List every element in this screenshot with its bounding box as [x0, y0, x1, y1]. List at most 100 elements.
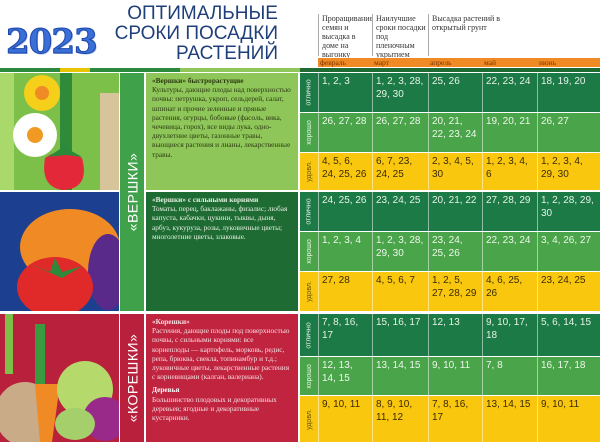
- category-label: «КОРЕШКИ»: [124, 333, 140, 423]
- rating-text: удовл.: [305, 408, 313, 430]
- section-heading: Деревья: [152, 385, 180, 395]
- months-bar: февраль март апрель май июнь: [318, 58, 600, 67]
- rating-label: удовл.: [300, 272, 318, 311]
- title-line: РАСТЕНИЙ: [175, 43, 278, 64]
- date-cell: 15, 16, 17: [372, 314, 428, 356]
- description-strong-root-tops: «Вершки» с сильными корнями Томаты, пере…: [146, 192, 298, 311]
- date-cell: 4, 6, 25, 26: [482, 272, 537, 311]
- date-cell: 1, 2, 3, 4, 29, 30: [537, 153, 600, 190]
- date-cell: 9, 10, 17, 18: [482, 314, 537, 356]
- illustration-root-vegetables: [0, 314, 119, 442]
- date-cell: 26, 27, 28: [372, 113, 428, 152]
- date-cell: 2, 3, 4, 5, 30: [428, 153, 482, 190]
- date-cell: 1, 2, 28, 29, 30: [537, 192, 600, 231]
- section-text: Культуры, дающие плоды над поверхностью …: [152, 85, 291, 159]
- date-cell: 26, 27: [537, 113, 600, 152]
- rating-text: отлично: [305, 79, 313, 106]
- column-group-open-ground: Высадка растений в открытый грунт: [428, 14, 528, 56]
- date-cell: 9, 10, 11: [537, 396, 600, 442]
- month-label: февраль: [320, 58, 347, 67]
- category-band-roots: «КОРЕШКИ»: [120, 314, 144, 442]
- month-label: июнь: [539, 58, 557, 67]
- date-cell: 6, 7, 23, 24, 25: [372, 153, 428, 190]
- rating-text: хорошо: [305, 120, 313, 145]
- date-cell: 12, 13, 14, 15: [318, 357, 372, 395]
- date-cell: 12, 13: [428, 314, 482, 356]
- date-cell: 7, 8: [482, 357, 537, 395]
- table-row-satisfactory: удовл. 4, 5, 6, 24, 25, 26 6, 7, 23, 24, 2…: [300, 153, 600, 190]
- illustration-flowers-strawberry: [0, 73, 119, 190]
- date-cell: 26, 27, 28: [318, 113, 372, 152]
- table-row-good: хорошо 1, 2, 3, 4 1, 2, 3, 28, 29, 30 23, 2…: [300, 232, 600, 271]
- rating-label: отлично: [300, 314, 318, 356]
- rating-text: хорошо: [305, 239, 313, 264]
- date-cell: 23, 24, 25: [537, 272, 600, 311]
- table-row-good: хорошо 12, 13, 14, 15 13, 14, 15 9, 10, 11 7…: [300, 357, 600, 395]
- date-cell: 25, 26: [428, 73, 482, 112]
- date-cell: 1, 2, 3: [318, 73, 372, 112]
- date-cell: 1, 2, 5, 27, 28, 29: [428, 272, 482, 311]
- date-cell: 23, 24, 25: [372, 192, 428, 231]
- description-roots: «Корешки» Растения, дающие плоды под пов…: [146, 314, 298, 442]
- date-cell: 4, 5, 6, 7: [372, 272, 428, 311]
- table-row-excellent: отлично 7, 8, 16, 17 15, 16, 17 12, 13 9, 10…: [300, 314, 600, 356]
- illustration-tomato-pumpkin: [0, 192, 119, 311]
- section-text: Большинство плодовых и декоративных дере…: [152, 394, 277, 423]
- rating-label: хорошо: [300, 113, 318, 152]
- date-cell: 18, 19, 20: [537, 73, 600, 112]
- date-cell: 24, 25, 26: [318, 192, 372, 231]
- rating-text: отлично: [305, 321, 313, 349]
- date-cell: 13, 14, 15: [482, 396, 537, 442]
- month-label: март: [374, 58, 389, 67]
- date-cell: 13, 14, 15: [372, 357, 428, 395]
- year-label: 2023: [6, 22, 99, 63]
- table-row-good: хорошо 26, 27, 28 26, 27, 28 20, 21, 22, 23…: [300, 113, 600, 152]
- rating-text: хорошо: [305, 363, 313, 389]
- rating-label: отлично: [300, 192, 318, 231]
- date-cell: 8, 9, 10, 11, 12: [372, 396, 428, 442]
- title-line: СРОКИ ПОСАДКИ: [114, 23, 278, 44]
- rating-label: удовл.: [300, 396, 318, 442]
- rating-label: отлично: [300, 73, 318, 112]
- rating-label: удовл.: [300, 153, 318, 190]
- section-text: Растения, дающие плоды под поверхностью …: [152, 326, 290, 382]
- date-cell: 20, 21, 22, 23, 24: [428, 113, 482, 152]
- date-cell: 1, 2, 3, 28, 29, 30: [372, 232, 428, 271]
- column-group-film-cover: Наилучшие сроки посадки под пленочным ук…: [372, 14, 428, 59]
- section-heading: «Корешки»: [152, 317, 190, 326]
- date-cell: 3, 4, 26, 27: [537, 232, 600, 271]
- table-row-satisfactory: удовл. 9, 10, 11 8, 9, 10, 11, 12 7, 8, 16,…: [300, 396, 600, 442]
- section-text: Томаты, перец, баклажаны, физалис; любая…: [152, 204, 288, 241]
- date-cell: 7, 8, 16, 17: [318, 314, 372, 356]
- category-label: «ВЕРШКИ»: [124, 152, 141, 232]
- date-cell: 20, 21, 22: [428, 192, 482, 231]
- rating-label: хорошо: [300, 232, 318, 271]
- month-label: апрель: [430, 58, 452, 67]
- date-cell: 5, 6, 14, 15: [537, 314, 600, 356]
- divider: [0, 68, 600, 72]
- date-cell: 23, 24, 25, 26: [428, 232, 482, 271]
- date-cell: 9, 10, 11: [318, 396, 372, 442]
- rating-text: удовл.: [305, 281, 313, 302]
- description-fast-tops: «Вершки» быстрорастущие Культуры, дающие…: [146, 73, 298, 190]
- date-cell: 9, 10, 11: [428, 357, 482, 395]
- date-cell: 22, 23, 24: [482, 232, 537, 271]
- rating-text: удовл.: [305, 161, 313, 182]
- month-label: май: [484, 58, 497, 67]
- table-row-excellent: отлично 24, 25, 26 23, 24, 25 20, 21, 22 27,…: [300, 192, 600, 231]
- rating-label: хорошо: [300, 357, 318, 395]
- date-cell: 16, 17, 18: [537, 357, 600, 395]
- section-heading: «Вершки» быстрорастущие: [152, 76, 244, 85]
- title-line: ОПТИМАЛЬНЫЕ: [127, 3, 278, 24]
- date-cell: 22, 23, 24: [482, 73, 537, 112]
- column-group-indoor: Проращивание семян и высадка в доме на в…: [318, 14, 373, 59]
- section-heading: «Вершки» с сильными корнями: [152, 195, 259, 204]
- page-title: ОПТИМАЛЬНЫЕ СРОКИ ПОСАДКИ РАСТЕНИЙ: [95, 4, 278, 64]
- rating-text: отлично: [305, 198, 313, 225]
- date-cell: 4, 5, 6, 24, 25, 26: [318, 153, 372, 190]
- table-row-excellent: отлично 1, 2, 3 1, 2, 3, 28, 29, 30 25, 26 2…: [300, 73, 600, 112]
- date-cell: 1, 2, 3, 4: [318, 232, 372, 271]
- date-cell: 1, 2, 3, 28, 29, 30: [372, 73, 428, 112]
- table-row-satisfactory: удовл. 27, 28 4, 5, 6, 7 1, 2, 5, 27, 28, 2…: [300, 272, 600, 311]
- date-cell: 7, 8, 16, 17: [428, 396, 482, 442]
